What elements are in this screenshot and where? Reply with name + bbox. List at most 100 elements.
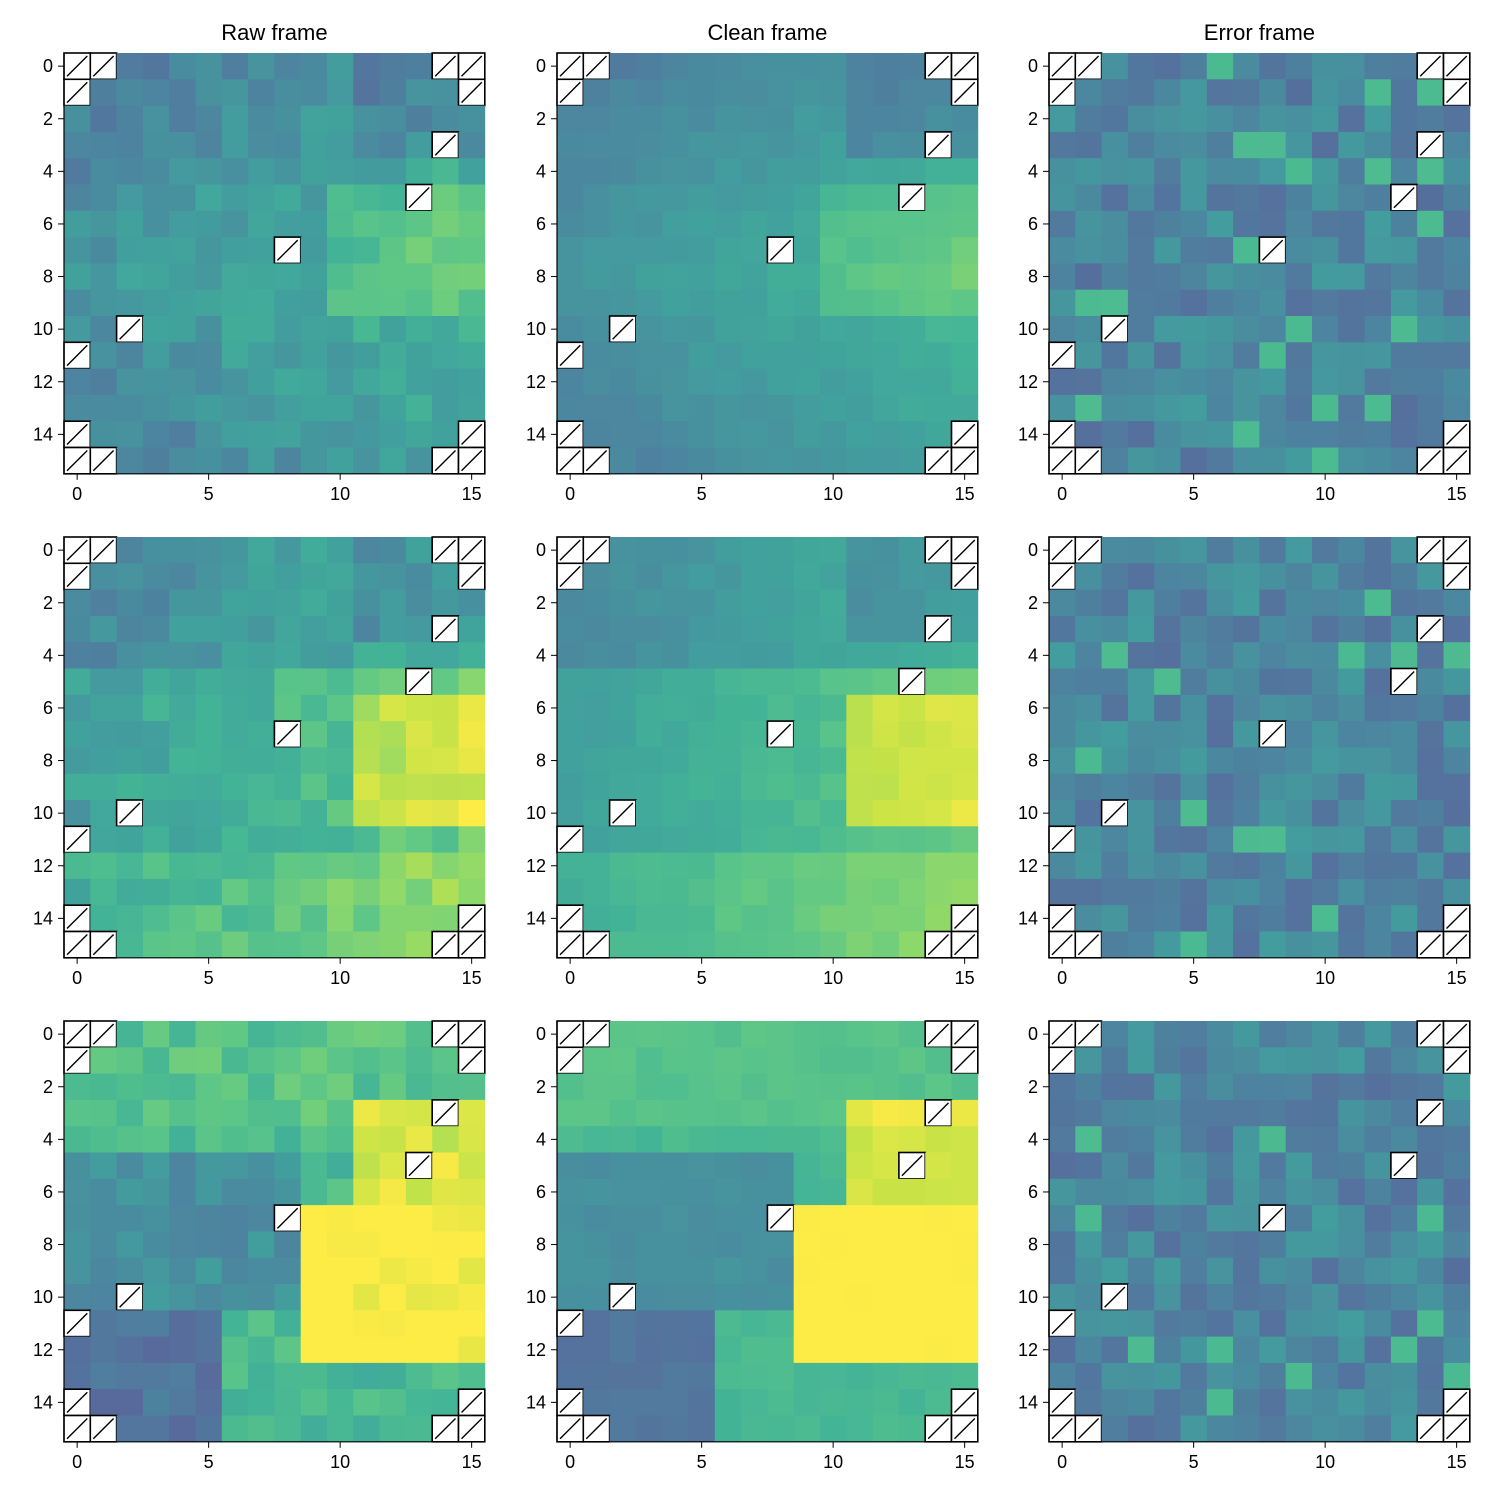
- heatmap-cell: [458, 852, 486, 880]
- heatmap-cell: [635, 1257, 663, 1285]
- heatmap-cell: [169, 537, 196, 564]
- heatmap-cell: [662, 563, 689, 590]
- heatmap-cell: [714, 316, 742, 343]
- heatmap-cell: [557, 694, 584, 722]
- heatmap-cell: [1127, 1099, 1155, 1127]
- heatmap-cell: [557, 668, 584, 696]
- heatmap-cell: [583, 289, 610, 317]
- heatmap-cell: [951, 237, 979, 264]
- heatmap-cell: [820, 1257, 847, 1285]
- heatmap-cell: [90, 615, 117, 643]
- heatmap-cell: [90, 394, 117, 422]
- heatmap-cell: [793, 1257, 821, 1285]
- heatmap-cell: [583, 158, 610, 185]
- heatmap-cell: [1206, 642, 1234, 669]
- heatmap-cell: [1075, 721, 1102, 748]
- heatmap-cell: [1154, 668, 1181, 696]
- heatmap-cell: [951, 800, 979, 827]
- masked-cell-hatch: [1446, 907, 1468, 929]
- heatmap-cell: [1101, 105, 1129, 133]
- heatmap-cell: [405, 826, 433, 853]
- heatmap-cell: [1154, 1178, 1181, 1206]
- heatmap-cell: [379, 1257, 407, 1285]
- y-tick-label: 8: [536, 751, 546, 771]
- heatmap-cell: [872, 826, 900, 853]
- heatmap-cell: [872, 721, 900, 748]
- heatmap-cell: [1443, 368, 1471, 396]
- y-tick-label: 10: [526, 1287, 546, 1307]
- heatmap-cell: [1206, 342, 1234, 369]
- heatmap-cell: [274, 1310, 302, 1337]
- heatmap-cell: [142, 1310, 170, 1337]
- heatmap-cell: [714, 263, 742, 291]
- heatmap-cell: [741, 668, 768, 696]
- masked-cell-hatch: [769, 239, 792, 261]
- heatmap-cell: [1364, 826, 1392, 853]
- heatmap-cell: [1390, 1178, 1418, 1206]
- heatmap-cell: [767, 1389, 795, 1416]
- heatmap-cell: [195, 1178, 223, 1206]
- heatmap-cell: [793, 800, 821, 827]
- heatmap-cell: [793, 158, 821, 185]
- heatmap-cell: [714, 642, 742, 669]
- heatmap-cell: [432, 1178, 459, 1206]
- heatmap-cell: [300, 237, 328, 264]
- heatmap-cell: [432, 158, 459, 185]
- heatmap-cell: [609, 79, 637, 106]
- heatmap-cell: [1101, 747, 1129, 775]
- heatmap-cell: [820, 105, 847, 133]
- heatmap-cell: [1364, 1257, 1392, 1285]
- masked-cell-hatch: [612, 318, 634, 340]
- heatmap-cell: [820, 210, 847, 238]
- heatmap-cell: [1259, 1178, 1287, 1206]
- heatmap-cell: [662, 589, 689, 617]
- heatmap-cell: [1180, 878, 1208, 906]
- heatmap-cell: [221, 79, 249, 106]
- heatmap-cell: [274, 1336, 302, 1364]
- heatmap-cell: [1285, 1205, 1313, 1232]
- heatmap-cell: [195, 589, 223, 617]
- masked-cell-hatch: [92, 450, 115, 472]
- heatmap-cell: [1101, 1021, 1129, 1048]
- heatmap-cell: [872, 1178, 900, 1206]
- heatmap-cell: [767, 1336, 795, 1364]
- heatmap-cell: [221, 589, 249, 617]
- heatmap-cell: [432, 800, 459, 827]
- heatmap-cell: [1049, 1205, 1076, 1232]
- heatmap-cell: [820, 878, 847, 906]
- heatmap-cell: [820, 1205, 847, 1232]
- heatmap-cell: [557, 1099, 584, 1127]
- heatmap-cell: [432, 316, 459, 343]
- heatmap-cell: [1154, 237, 1181, 264]
- heatmap-cell: [1390, 589, 1418, 617]
- heatmap-cell: [635, 79, 663, 106]
- heatmap-cell: [767, 773, 795, 801]
- heatmap-cell: [820, 1073, 847, 1101]
- heatmap-cell: [925, 1205, 952, 1232]
- masked-cell-hatch: [954, 1049, 976, 1072]
- heatmap-cell: [142, 105, 170, 133]
- masked-cell-hatch: [1419, 1102, 1441, 1124]
- y-tick-label: 10: [33, 319, 53, 339]
- heatmap-cell: [583, 131, 610, 159]
- heatmap-cell: [405, 1178, 433, 1206]
- heatmap-cell: [767, 210, 795, 238]
- heatmap-cell: [1364, 931, 1392, 959]
- heatmap-cell: [1364, 289, 1392, 317]
- heatmap-cell: [274, 1362, 302, 1390]
- heatmap-cell: [557, 1126, 584, 1153]
- y-tick-label: 0: [1028, 1024, 1038, 1044]
- heatmap-cell: [1206, 721, 1234, 748]
- heatmap-cell: [432, 1310, 459, 1337]
- heatmap-cell: [1259, 694, 1287, 722]
- heatmap-cell: [898, 210, 926, 238]
- heatmap-cell: [662, 1257, 689, 1285]
- heatmap-cell: [872, 1099, 900, 1127]
- heatmap-cell: [741, 1152, 768, 1180]
- heatmap-cell: [820, 1099, 847, 1127]
- masked-cell-hatch: [1051, 1023, 1073, 1045]
- heatmap-cell: [116, 878, 144, 906]
- masked-cell-hatch: [559, 1312, 581, 1335]
- heatmap-cell: [820, 79, 847, 106]
- heatmap-cell: [1233, 210, 1260, 238]
